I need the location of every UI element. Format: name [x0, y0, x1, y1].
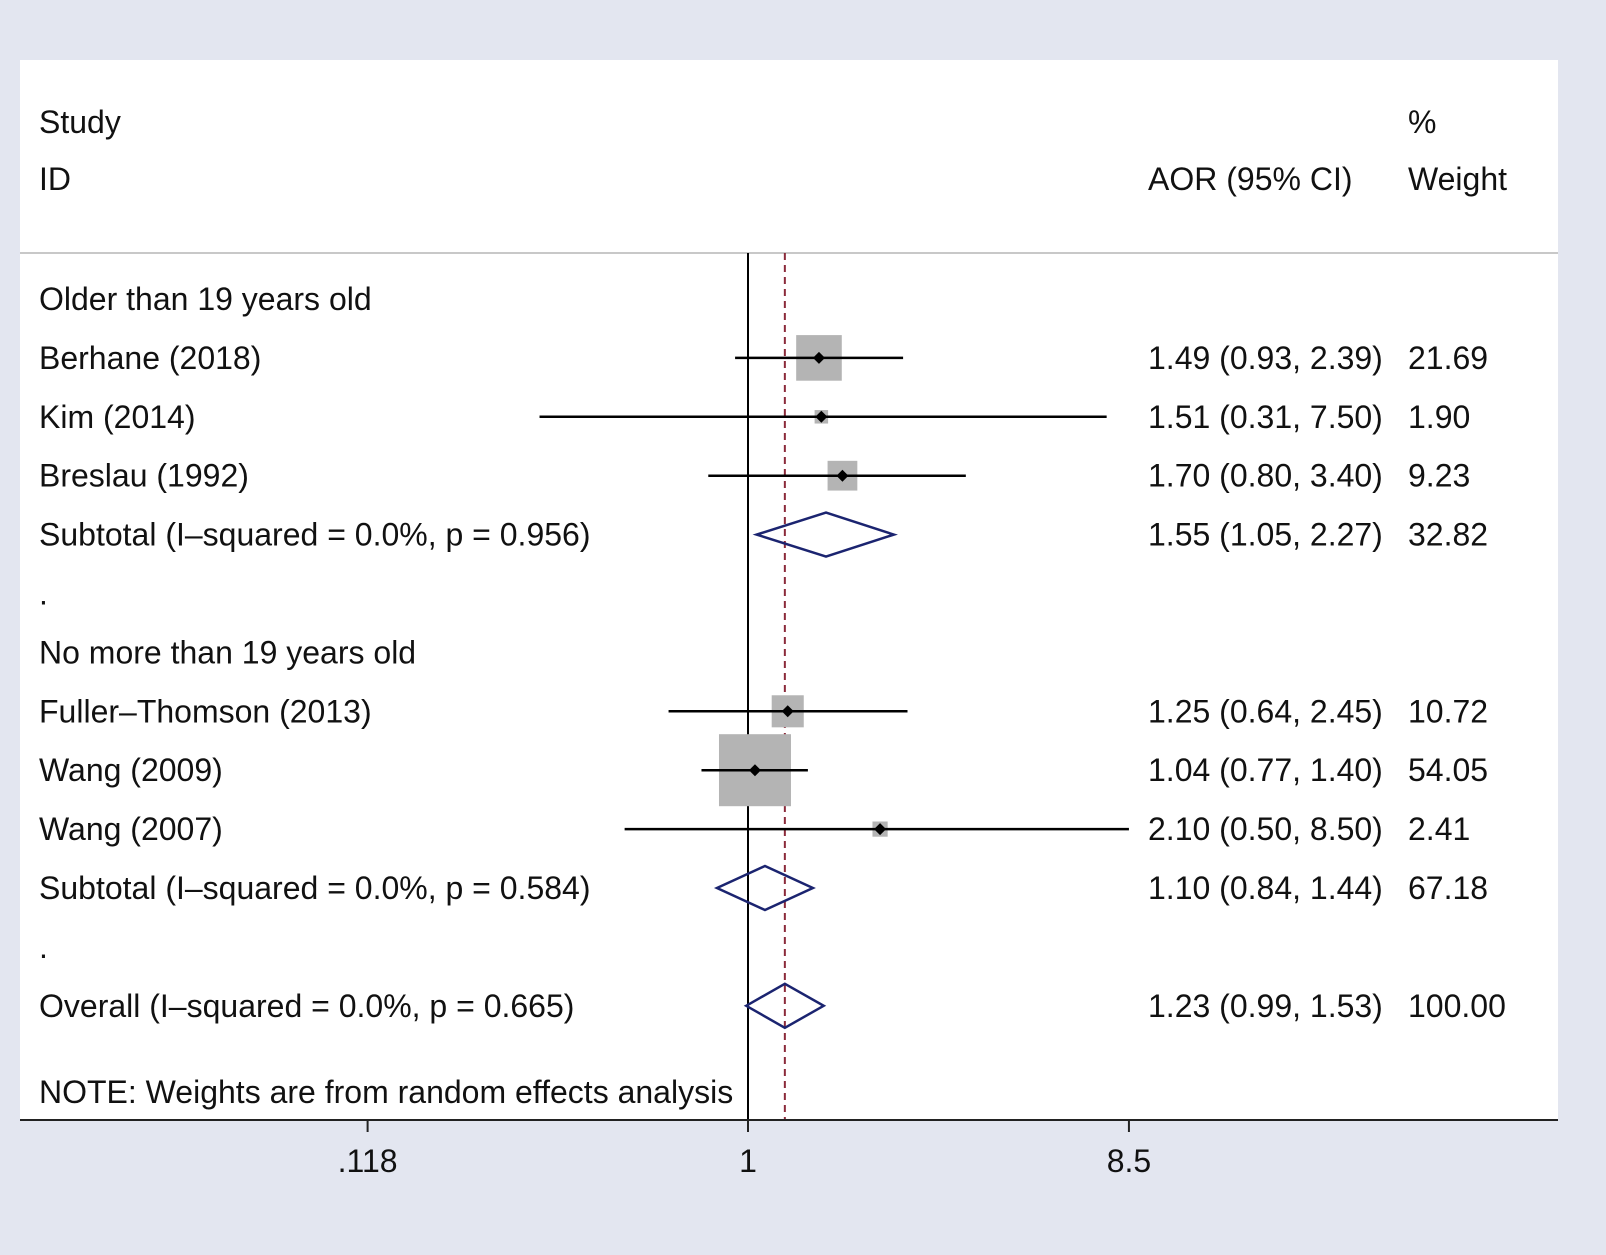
- reference-lines: [747, 253, 786, 1120]
- group-row: Older than 19 years old: [39, 281, 372, 317]
- study-row: Kim (2014) 1.51 (0.31, 7.50) 1.90: [39, 399, 1470, 435]
- overall-row: Overall (I–squared = 0.0%, p = 0.665) 1.2…: [39, 982, 1506, 1030]
- study-label: Wang (2007): [39, 811, 223, 847]
- study-label: Fuller–Thomson (2013): [39, 693, 372, 729]
- weight-value: 21.69: [1408, 340, 1488, 376]
- ci-value: 2.10 (0.50, 8.50): [1148, 811, 1383, 847]
- ci-value: 1.04 (0.77, 1.40): [1148, 752, 1383, 788]
- point-estimate-marker: [874, 823, 887, 836]
- ci-value: 1.55 (1.05, 2.27): [1148, 517, 1383, 553]
- subtotal-label: Subtotal (I–squared = 0.0%, p = 0.956): [39, 517, 590, 553]
- study-label: Kim (2014): [39, 399, 196, 435]
- ci-value: 1.70 (0.80, 3.40): [1148, 458, 1383, 494]
- header-ci: AOR (95% CI): [1148, 161, 1352, 197]
- weight-value: 9.23: [1408, 458, 1470, 494]
- subtotal-diamond: [713, 864, 816, 912]
- header-study: Study: [39, 104, 121, 140]
- footnote: NOTE: Weights are from random effects an…: [39, 1074, 733, 1110]
- subtotal-row: Subtotal (I–squared = 0.0%, p = 0.584) 1.…: [39, 864, 1488, 912]
- x-tick-label: .118: [338, 1143, 398, 1179]
- subtotal-row: Subtotal (I–squared = 0.0%, p = 0.956) 1.…: [39, 511, 1488, 558]
- study-row: Wang (2007) 2.10 (0.50, 8.50) 2.41: [39, 811, 1470, 847]
- header-id: ID: [39, 161, 71, 197]
- study-label: Berhane (2018): [39, 340, 261, 376]
- x-tick-label: 8.5: [1107, 1143, 1151, 1179]
- spacer-label: .: [39, 576, 48, 612]
- weight-value: 32.82: [1408, 517, 1488, 553]
- weight-value: 54.05: [1408, 752, 1488, 788]
- study-label: Breslau (1992): [39, 458, 249, 494]
- header-weight: Weight: [1408, 161, 1507, 197]
- spacer-row: .: [39, 929, 48, 965]
- subtotal-label: Subtotal (I–squared = 0.0%, p = 0.584): [39, 870, 590, 906]
- weight-value: 100.00: [1408, 988, 1506, 1024]
- study-row: Berhane (2018) 1.49 (0.93, 2.39) 21.69: [39, 335, 1488, 381]
- x-axis-ticks: .118 1 8.5: [338, 1120, 1151, 1179]
- ci-value: 1.25 (0.64, 2.45): [1148, 693, 1383, 729]
- overall-label: Overall (I–squared = 0.0%, p = 0.665): [39, 988, 574, 1024]
- study-rows: Older than 19 years old Berhane (2018) 1.4…: [39, 281, 1506, 1030]
- group-label: Older than 19 years old: [39, 281, 372, 317]
- ci-value: 1.23 (0.99, 1.53): [1148, 988, 1383, 1024]
- spacer-label: .: [39, 929, 48, 965]
- overall-diamond: [743, 982, 827, 1030]
- header-percent: %: [1408, 104, 1436, 140]
- study-label: Wang (2009): [39, 752, 223, 788]
- plot-area: [20, 60, 1558, 1120]
- group-label: No more than 19 years old: [39, 634, 416, 670]
- ci-value: 1.49 (0.93, 2.39): [1148, 340, 1383, 376]
- weight-value: 10.72: [1408, 693, 1488, 729]
- point-estimate-marker: [812, 351, 825, 364]
- study-row: Wang (2009) 1.04 (0.77, 1.40) 54.05: [39, 734, 1488, 807]
- point-estimate-marker: [748, 764, 761, 777]
- study-row: Fuller–Thomson (2013) 1.25 (0.64, 2.45) 10…: [39, 693, 1488, 729]
- spacer-row: .: [39, 576, 48, 612]
- weight-value: 67.18: [1408, 870, 1488, 906]
- point-estimate-marker: [781, 705, 794, 718]
- subtotal-diamond: [752, 511, 898, 558]
- ci-value: 1.51 (0.31, 7.50): [1148, 399, 1383, 435]
- study-row: Breslau (1992) 1.70 (0.80, 3.40) 9.23: [39, 458, 1470, 494]
- weight-value: 1.90: [1408, 399, 1470, 435]
- ci-value: 1.10 (0.84, 1.44): [1148, 870, 1383, 906]
- group-row: No more than 19 years old: [39, 634, 416, 670]
- x-tick-label: 1: [739, 1143, 757, 1179]
- point-estimate-marker: [836, 469, 849, 482]
- weight-value: 2.41: [1408, 811, 1470, 847]
- point-estimate-marker: [815, 410, 828, 423]
